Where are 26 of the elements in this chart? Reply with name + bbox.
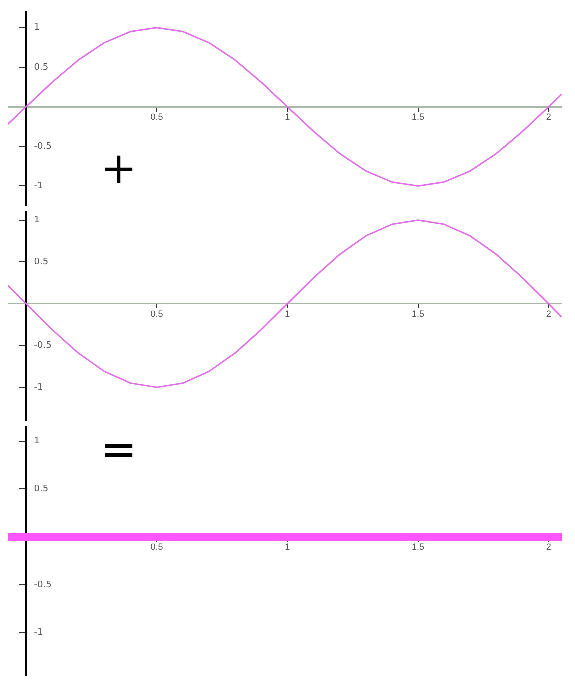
y-tick-label: -1 [34,182,44,192]
x-tick-label: 1.5 [412,542,425,552]
y-tick-label: -1 [34,382,44,393]
x-tick-label: 2 [546,112,552,122]
y-tick-label: 1 [34,436,40,447]
x-tick-label: 0.5 [150,112,164,122]
x-tick-label: 0.5 [150,308,164,319]
y-tick-label: 1 [34,216,40,226]
y-tick-label: -0.5 [34,580,52,590]
y-tick-label: 0.5 [34,258,49,268]
y-tick-label: -0.5 [34,341,52,352]
x-tick-label: 1 [285,308,290,319]
x-tick-label: 1 [285,542,290,552]
x-tick-label: 0.5 [150,542,164,552]
x-tick-label: 2 [546,542,552,552]
annotation: + [100,143,138,194]
y-tick-label: 0.5 [34,484,49,495]
y-tick-label: 1 [34,23,40,34]
y-tick-label: 0.5 [34,62,49,73]
y-tick-label: -1 [34,628,44,638]
x-tick-label: 1 [285,112,290,122]
x-tick-label: 2 [546,308,552,319]
y-tick-label: -0.5 [34,142,52,152]
x-tick-label: 1.5 [412,308,425,319]
x-tick-label: 1.5 [412,112,425,122]
annotation: = [100,424,138,476]
